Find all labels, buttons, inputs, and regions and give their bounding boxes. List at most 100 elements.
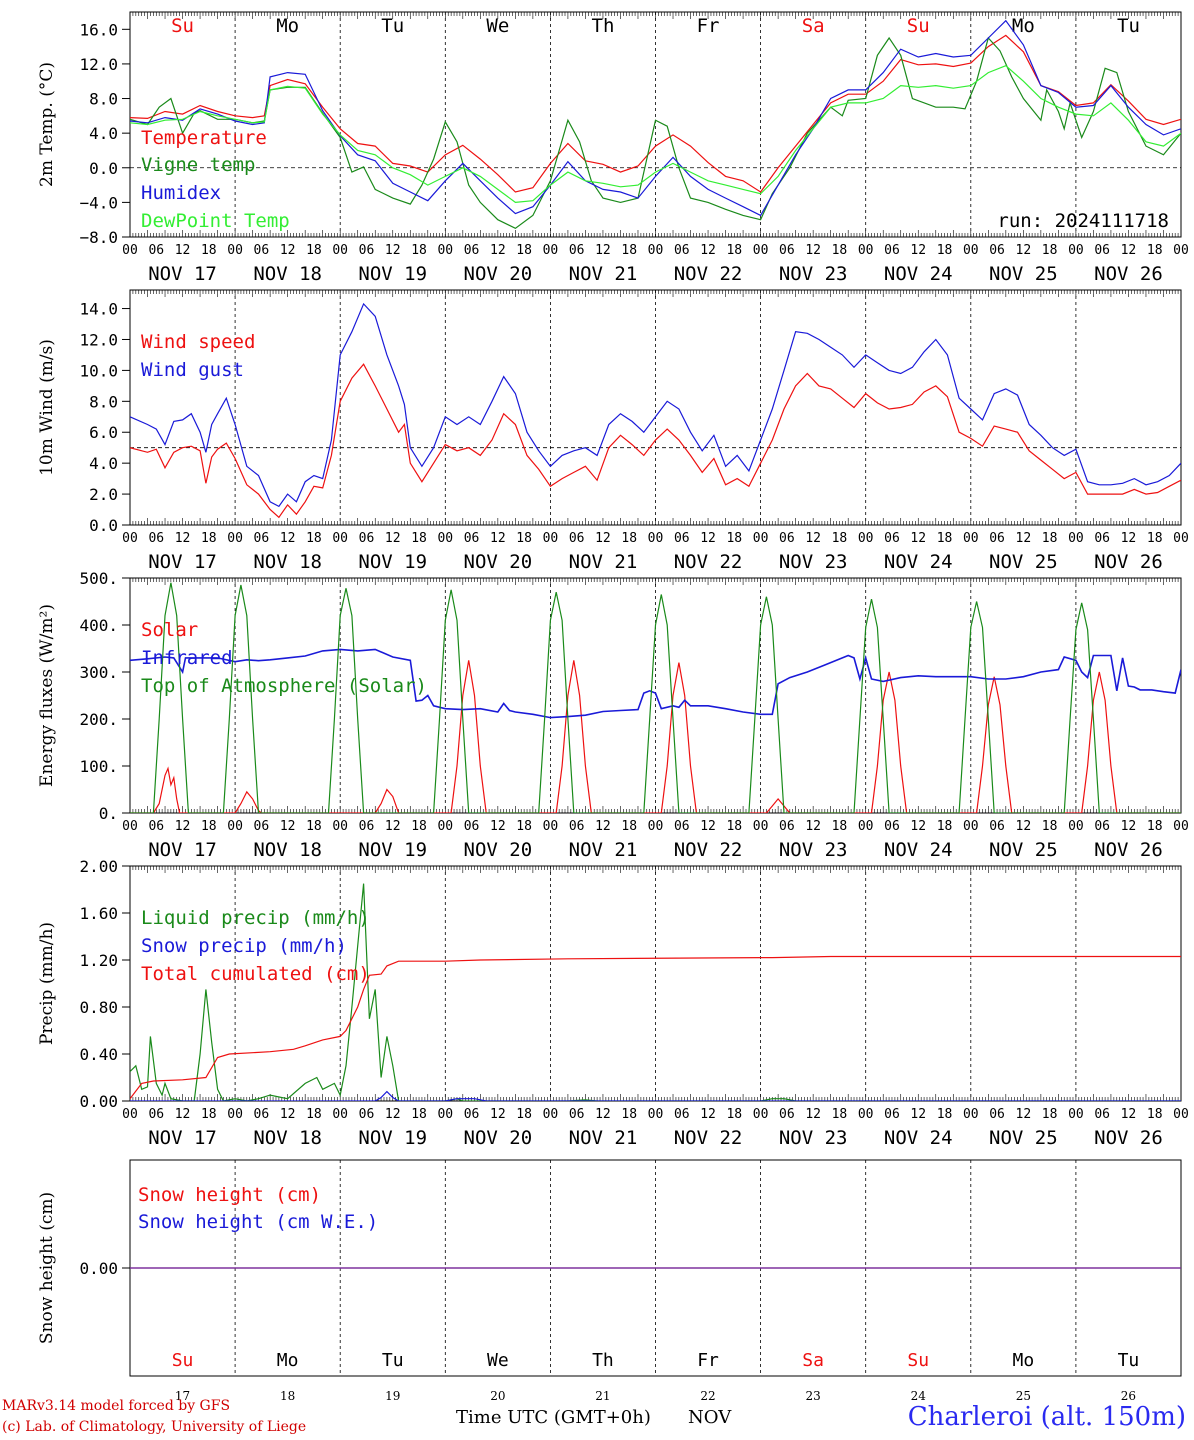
hour-tick-label: 06 [884, 1107, 900, 1122]
day-abbrev-label: Th [592, 1350, 614, 1371]
hour-tick-label: 00 [543, 531, 559, 546]
day-abbrev-label: Su [907, 1350, 929, 1371]
hour-tick-label: 06 [674, 1107, 690, 1122]
hour-tick-label: 00 [1068, 819, 1084, 834]
hour-tick-label: 06 [989, 819, 1005, 834]
hour-tick-label: 00 [1068, 243, 1084, 258]
hour-tick-label: 06 [674, 531, 690, 546]
legend-entry: Snow precip (mm/h) [141, 935, 347, 957]
date-label: NOV 20 [464, 263, 533, 285]
y-tick-label: 16.0 [79, 20, 118, 39]
date-label: NOV 17 [148, 263, 217, 285]
y-tick-label: 10.0 [79, 361, 118, 380]
y-axis-label: Snow height (cm) [37, 1192, 57, 1344]
hour-tick-label: 00 [753, 243, 769, 258]
hour-tick-label: 18 [516, 1107, 532, 1122]
y-tick-label: 300. [79, 663, 118, 682]
date-label: NOV 20 [464, 551, 533, 573]
day-number-label: 20 [490, 1389, 505, 1400]
hour-tick-label: 18 [832, 819, 848, 834]
series-line-snow-precip-mm-h- [130, 1090, 1181, 1101]
hour-tick-label: 00 [332, 819, 348, 834]
y-tick-label: 2.0 [89, 485, 118, 504]
date-label: NOV 26 [1094, 551, 1163, 573]
hour-tick-label: 00 [858, 819, 874, 834]
day-abbrev-label: Su [172, 1350, 194, 1371]
series-line-dewpoint-temp [130, 65, 1181, 204]
hour-tick-label: 00 [648, 819, 664, 834]
y-tick-label: 6.0 [89, 423, 118, 442]
day-number-label: 19 [385, 1389, 400, 1400]
hour-tick-label: 06 [989, 1107, 1005, 1122]
hour-tick-label: 00 [332, 531, 348, 546]
hour-tick-label: 12 [385, 243, 401, 258]
panel-4: 2.00 1.60 1.20 0.80 0.40 0.00 Precip (mm/h) 00 0… [37, 857, 1189, 1149]
y-tick-label: 0.00 [79, 1259, 118, 1278]
hour-tick-label: 06 [1094, 819, 1110, 834]
hour-tick-label: 18 [201, 243, 217, 258]
legend-entry: Wind gust [141, 359, 244, 381]
time-axis-month: NOV [688, 1407, 732, 1428]
y-tick-label: −8.0 [79, 228, 118, 247]
hour-tick-label: 18 [726, 243, 742, 258]
y-tick-label: 2.00 [79, 857, 118, 876]
day-number-label: 24 [911, 1389, 927, 1400]
legend-entry: Vigne temp [141, 154, 255, 176]
y-tick-label: 0.40 [79, 1045, 118, 1064]
y-tick-label: 4.0 [89, 124, 118, 143]
date-label: NOV 26 [1094, 1127, 1163, 1149]
y-tick-label: 14.0 [79, 300, 118, 319]
day-number-label: 22 [700, 1389, 715, 1400]
hour-tick-label: 12 [385, 1107, 401, 1122]
date-label: NOV 24 [884, 839, 953, 861]
hour-tick-label: 18 [726, 531, 742, 546]
date-label: NOV 17 [148, 1127, 217, 1149]
hour-tick-label: 06 [148, 819, 164, 834]
y-axis-label: Precip (mm/h) [37, 922, 57, 1045]
hour-tick-label: 18 [1147, 531, 1163, 546]
hour-tick-label: 18 [621, 243, 637, 258]
hour-tick-label: 06 [359, 1107, 375, 1122]
hour-tick-label: 12 [175, 243, 191, 258]
date-label: NOV 22 [674, 263, 743, 285]
series-line-total-cumulated-cm- [130, 955, 1181, 1100]
series-line-wind-gust [130, 302, 1181, 508]
day-abbrev-label: We [487, 1350, 509, 1371]
hour-tick-label: 00 [963, 1107, 979, 1122]
series-line-top-of-atmosphere-solar- [130, 582, 1181, 813]
hour-tick-label: 18 [516, 819, 532, 834]
date-label: NOV 20 [464, 839, 533, 861]
day-number-label: 18 [280, 1389, 295, 1400]
y-tick-label: 1.60 [79, 904, 118, 923]
hour-tick-label: 12 [280, 243, 296, 258]
panel-2: 14.0 12.0 10.0 8.0 6.0 4.0 2.0 0.0 10m Wind (m/s… [37, 289, 1189, 573]
hour-tick-label: 18 [937, 531, 953, 546]
hour-tick-label: 00 [648, 243, 664, 258]
panel-5: 0.00 Snow height (cm) Su Mo Tu We Th Fr Sa Su Mo Tu… [37, 1159, 1182, 1400]
day-abbrev-label: Su [907, 15, 930, 37]
hour-tick-label: 00 [543, 243, 559, 258]
hour-tick-label: 06 [148, 531, 164, 546]
day-abbrev-label: Sa [802, 15, 825, 37]
hour-tick-label: 18 [1042, 243, 1058, 258]
day-abbrev-label: Tu [382, 1350, 404, 1371]
day-abbrev-label: Tu [381, 15, 404, 37]
legend-entry: Snow height (cm W.E.) [138, 1211, 378, 1233]
date-label: NOV 24 [884, 263, 953, 285]
hour-tick-label: 00 [122, 531, 138, 546]
day-abbrev-label: Fr [697, 1350, 719, 1371]
hour-tick-label: 06 [569, 243, 585, 258]
hour-tick-label: 00 [437, 531, 453, 546]
date-label: NOV 24 [884, 1127, 953, 1149]
legend-entry: Total cumulated (cm) [141, 963, 370, 985]
hour-tick-label: 06 [148, 243, 164, 258]
hour-tick-label: 00 [1173, 243, 1189, 258]
hour-tick-label: 12 [700, 243, 716, 258]
hour-tick-label: 12 [385, 531, 401, 546]
date-label: NOV 25 [989, 551, 1058, 573]
legend-entry: Infrared [141, 647, 233, 669]
y-tick-label: 0.0 [89, 159, 118, 178]
hour-tick-label: 12 [490, 819, 506, 834]
date-label: NOV 23 [779, 551, 848, 573]
hour-tick-label: 00 [227, 1107, 243, 1122]
